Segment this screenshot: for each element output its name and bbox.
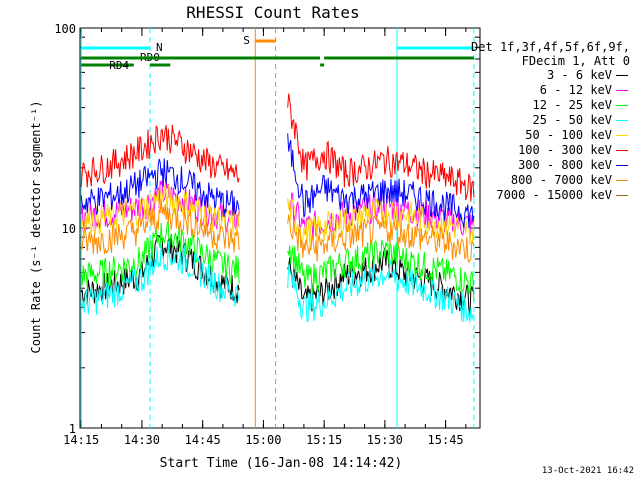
legend-item: 25 - 50 keV	[533, 113, 628, 127]
legend-item: 3 - 6 keV	[547, 68, 628, 82]
legend-label: 800 - 7000 keV	[510, 173, 612, 187]
y-axis-label: Count Rate (s⁻¹ detector segment⁻¹)	[29, 101, 43, 354]
legend-swatch	[616, 135, 628, 136]
annotation-label: RD4	[109, 59, 129, 72]
legend-header-decimation: FDecim 1, Att 0	[521, 54, 630, 68]
legend-swatch	[616, 150, 628, 151]
series-line-100-to-300kev	[287, 93, 475, 202]
annotation-label: N	[156, 41, 163, 54]
x-tick-label: 14:30	[124, 433, 160, 447]
legend-label: 100 - 300 keV	[518, 143, 612, 157]
axes: 14:15 14:30 14:45 15:00 15:15 15:30 15:45 1 10 10…	[54, 22, 481, 447]
y-tick-label: 100	[54, 22, 76, 36]
x-tick-label: 15:45	[428, 433, 464, 447]
legend-swatch	[616, 180, 628, 181]
legend-item: 12 - 25 keV	[533, 98, 628, 112]
series-line-6-to-12kev	[80, 180, 240, 233]
series-line-12-to-25kev	[287, 239, 475, 302]
x-tick-label: 14:15	[63, 433, 99, 447]
x-tick-label: 14:45	[185, 433, 221, 447]
x-tick-label: 15:00	[245, 433, 281, 447]
legend-swatch	[616, 105, 628, 106]
legend-swatch	[616, 90, 628, 91]
legend-label: 3 - 6 keV	[546, 68, 612, 82]
series-line-100-to-300kev	[80, 124, 240, 188]
series-lines	[80, 93, 475, 323]
series-line-3-to-6kev	[287, 246, 475, 316]
series-line-800-to-7000kev	[287, 214, 475, 264]
footer-date: 13-Oct-2021 16:42	[541, 466, 634, 476]
legend-label: 25 - 50 keV	[532, 113, 612, 127]
series-line-25-to-50kev	[80, 241, 240, 315]
annotation-bars: SNRD0RD4	[80, 28, 475, 428]
y-tick-label: 1	[69, 422, 76, 436]
legend-swatch	[616, 165, 628, 166]
legend-item: 50 - 100 keV	[525, 128, 628, 142]
legend-swatch	[616, 195, 628, 196]
legend-item: 800 - 7000 keV	[511, 173, 628, 187]
y-tick-label: 10	[62, 222, 76, 236]
x-tick-label: 15:30	[367, 433, 403, 447]
series-line-300-to-800kev	[287, 133, 475, 229]
legend-swatch	[616, 120, 628, 121]
legend-label: 300 - 800 keV	[518, 158, 612, 172]
legend-item: 6 - 12 keV	[540, 83, 628, 97]
x-tick-label: 15:15	[306, 433, 342, 447]
legend-label: 12 - 25 keV	[532, 98, 612, 112]
chart-title: RHESSI Count Rates	[186, 3, 359, 22]
series-line-25-to-50kev	[287, 258, 475, 323]
legend-item: 7000 - 15000 keV	[496, 188, 628, 202]
legend-header-detectors: Det 1f,3f,4f,5f,6f,9f,	[471, 40, 630, 54]
series-line-300-to-800kev	[80, 158, 240, 218]
legend-item: 300 - 800 keV	[518, 158, 628, 172]
legend-label: 50 - 100 keV	[525, 128, 612, 142]
series-line-12-to-25kev	[80, 220, 240, 288]
legend-swatch	[616, 75, 628, 76]
annotation-label: S	[243, 34, 250, 47]
legend-label: 6 - 12 keV	[539, 83, 612, 97]
series-line-800-to-7000kev	[81, 198, 240, 255]
legend-label: 7000 - 15000 keV	[496, 188, 612, 202]
x-axis-label: Start Time (16-Jan-08 14:14:42)	[160, 456, 403, 471]
legend-item: 100 - 300 keV	[518, 143, 628, 157]
